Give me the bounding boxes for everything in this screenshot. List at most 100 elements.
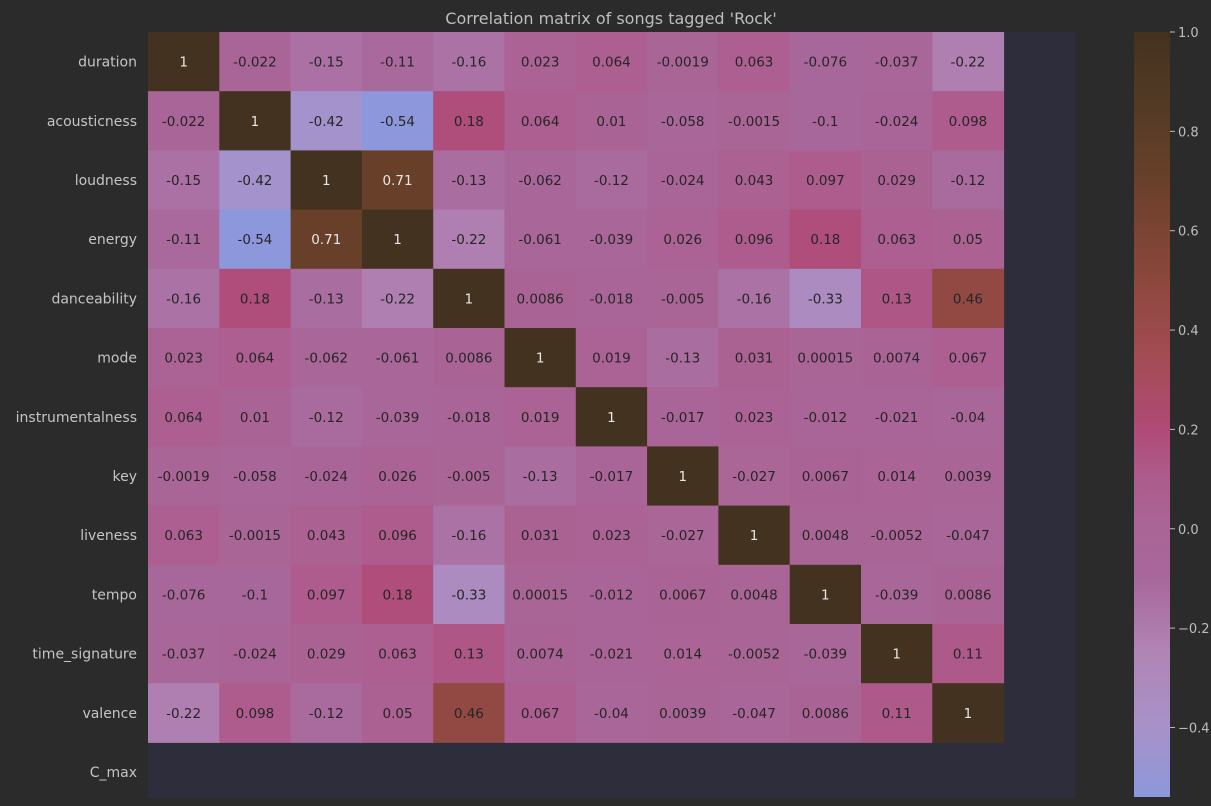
heatmap-cell bbox=[575, 328, 648, 388]
heatmap-cell bbox=[148, 209, 220, 270]
row-labels: duration acousticness loudness energy dancea… bbox=[16, 55, 137, 781]
cell-value-label: -0.42 bbox=[237, 173, 272, 189]
heatmap-cell bbox=[290, 268, 363, 329]
cell-value-label: -0.13 bbox=[309, 291, 344, 307]
cell-value-label: 0.0039 bbox=[659, 706, 706, 722]
heatmap-cell bbox=[718, 446, 791, 507]
cell-value-label: -0.024 bbox=[233, 647, 277, 663]
heatmap-cell bbox=[789, 268, 862, 329]
heatmap-cell bbox=[148, 446, 220, 507]
cell-value-label: 0.019 bbox=[592, 351, 631, 367]
heatmap-cell bbox=[647, 91, 719, 151]
cell-value-label: -0.012 bbox=[590, 587, 634, 603]
heatmap-cell bbox=[290, 387, 363, 447]
cell-value-label: -0.13 bbox=[665, 351, 700, 367]
cell-value-label: 0.023 bbox=[592, 528, 631, 544]
cell-value-label: -0.039 bbox=[376, 410, 420, 426]
cell-value-label: -0.058 bbox=[661, 114, 705, 130]
heatmap-cell bbox=[789, 683, 862, 743]
heatmap-cell bbox=[789, 624, 862, 684]
cell-value-label: 0.096 bbox=[735, 232, 774, 248]
heatmap-cell bbox=[290, 91, 363, 151]
cell-value-label: -0.16 bbox=[451, 55, 486, 71]
row-label: valence bbox=[82, 706, 137, 722]
heatmap-cell bbox=[861, 624, 933, 684]
cell-value-label: 1 bbox=[821, 587, 830, 603]
cell-value-label: -0.021 bbox=[590, 647, 634, 663]
cell-value-label: 0.063 bbox=[735, 55, 774, 71]
cell-value-label: -0.54 bbox=[237, 232, 272, 248]
cell-value-label: 0.014 bbox=[877, 469, 916, 485]
cell-value-label: 0.026 bbox=[378, 469, 417, 485]
cell-value-label: 0.023 bbox=[521, 55, 560, 71]
heatmap-cell bbox=[433, 505, 505, 566]
cell-value-label: -0.012 bbox=[804, 410, 848, 426]
heatmap-cell bbox=[647, 683, 719, 743]
cell-value-label: -0.16 bbox=[737, 291, 772, 307]
heatmap-cell bbox=[433, 32, 505, 92]
cell-value-label: -0.062 bbox=[304, 351, 348, 367]
cell-value-label: 0.014 bbox=[663, 647, 702, 663]
heatmap-cell bbox=[433, 446, 505, 507]
cell-value-label: 0.18 bbox=[383, 587, 413, 603]
cell-value-label: 0.096 bbox=[378, 528, 417, 544]
heatmap-cell bbox=[718, 624, 791, 684]
cell-value-label: 0.023 bbox=[164, 351, 203, 367]
cell-value-label: -0.22 bbox=[166, 706, 201, 722]
cell-value-label: 0.097 bbox=[307, 587, 346, 603]
heatmap-cell bbox=[219, 387, 292, 447]
cell-value-label: -0.1 bbox=[812, 114, 838, 130]
cell-value-label: 0.46 bbox=[454, 706, 484, 722]
cell-value-label: -0.005 bbox=[661, 291, 705, 307]
cell-value-label: -0.017 bbox=[661, 410, 705, 426]
heatmap-cell bbox=[148, 387, 220, 447]
cell-value-label: 0.019 bbox=[521, 410, 560, 426]
heatmap-cell bbox=[148, 564, 220, 625]
cell-value-label: -0.024 bbox=[875, 114, 919, 130]
heatmap-cell bbox=[361, 209, 434, 270]
heatmap-cell bbox=[932, 446, 1005, 507]
heatmap-cell bbox=[789, 209, 862, 270]
cell-value-label: 0.064 bbox=[236, 351, 275, 367]
heatmap-cell bbox=[932, 387, 1005, 447]
heatmap-cell bbox=[718, 209, 791, 270]
cell-value-label: -0.42 bbox=[309, 114, 344, 130]
heatmap-cell bbox=[290, 624, 363, 684]
cell-value-label: 0.00015 bbox=[512, 587, 568, 603]
heatmap-cell bbox=[575, 209, 648, 270]
heatmap-cell bbox=[932, 32, 1005, 92]
cell-value-label: 0.0039 bbox=[944, 469, 991, 485]
heatmap-cell bbox=[433, 268, 505, 329]
cell-value-label: -0.005 bbox=[447, 469, 491, 485]
heatmap-cell bbox=[290, 32, 363, 92]
heatmap-cell bbox=[575, 624, 648, 684]
heatmap-cell bbox=[504, 624, 577, 684]
heatmap-cell bbox=[932, 209, 1005, 270]
heatmap-cell bbox=[433, 209, 505, 270]
cell-value-label: -0.12 bbox=[594, 173, 629, 189]
heatmap-cell bbox=[718, 32, 791, 92]
cell-value-label: -0.0019 bbox=[158, 469, 210, 485]
heatmap-cell bbox=[433, 683, 505, 743]
cell-value-label: -0.024 bbox=[661, 173, 705, 189]
row-label: mode bbox=[97, 351, 137, 367]
cell-value-label: -0.0052 bbox=[728, 647, 780, 663]
cell-value-label: -0.0015 bbox=[229, 528, 281, 544]
cell-value-label: 0.11 bbox=[882, 706, 912, 722]
heatmap-cell bbox=[361, 387, 434, 447]
cell-value-label: 0.0067 bbox=[802, 469, 849, 485]
heatmap-cell bbox=[789, 446, 862, 507]
heatmap-cell bbox=[290, 328, 363, 388]
heatmap-cell bbox=[290, 209, 363, 270]
cell-value-label: 1 bbox=[964, 706, 973, 722]
cell-value-label: 0.063 bbox=[378, 647, 417, 663]
colorbar-gradient bbox=[1134, 32, 1170, 797]
cell-value-label: -0.047 bbox=[732, 706, 776, 722]
heatmap-cell bbox=[219, 564, 292, 625]
row-label: C_max bbox=[90, 765, 137, 781]
heatmap-cell bbox=[647, 32, 719, 92]
cell-value-label: 0.067 bbox=[949, 351, 988, 367]
heatmap-cell bbox=[361, 91, 434, 151]
heatmap-cell bbox=[718, 268, 791, 329]
heatmap-cell bbox=[932, 150, 1005, 211]
